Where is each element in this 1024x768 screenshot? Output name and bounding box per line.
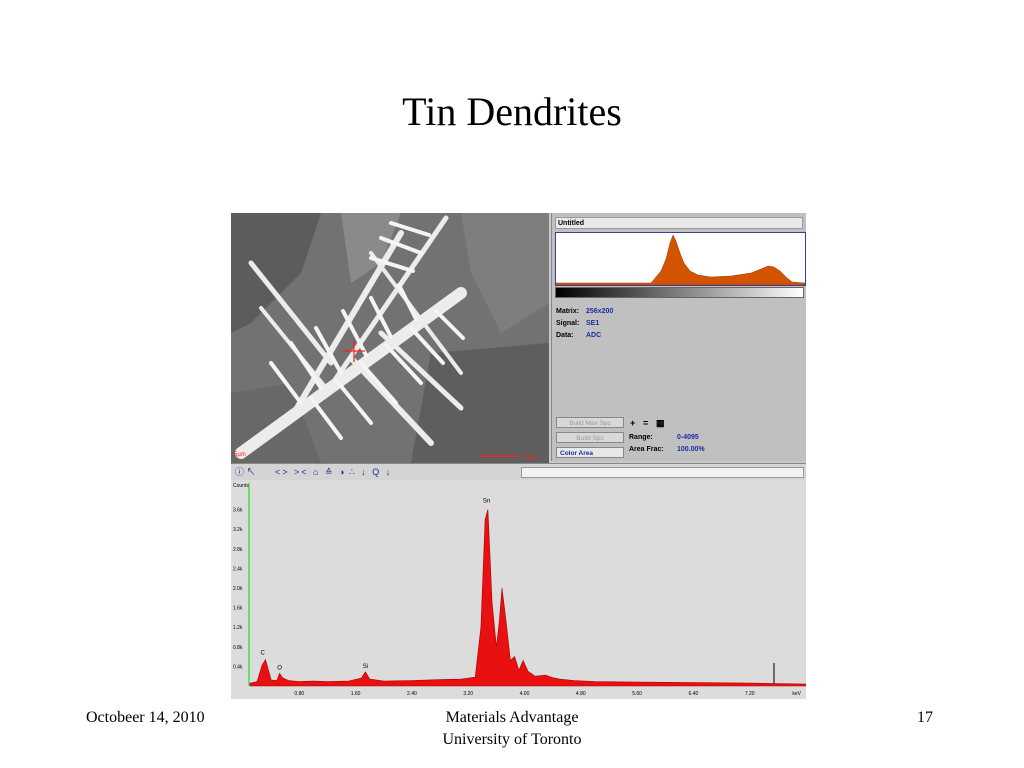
data-value: ADC: [586, 332, 602, 339]
range-row: Range: 0-4095: [629, 434, 699, 441]
y-tick-label: 1.2k: [233, 625, 243, 631]
y-tick-label: 2.0k: [233, 586, 243, 592]
y-tick-label: 3.6k: [233, 508, 243, 514]
toolbar-zoom-icons[interactable]: <> >< ⌂ ≙ ◑: [275, 467, 347, 477]
footer-org-line2: University of Toronto: [442, 731, 582, 748]
x-unit-label: keV: [792, 691, 801, 697]
y-axis-title: Counts: [233, 483, 249, 489]
area-frac-value: 100.00%: [677, 446, 705, 453]
build-spc-button[interactable]: Build Spc: [556, 432, 624, 443]
equals-icon[interactable]: =: [643, 418, 649, 428]
y-tick-label: 0.4k: [233, 664, 243, 670]
y-tick-label: 0.8k: [233, 645, 243, 651]
toolbar-left-icons[interactable]: ⓘ ↖: [235, 467, 256, 477]
signal-value: SE1: [586, 320, 600, 327]
matrix-value: 256x200: [586, 308, 614, 315]
slide-number: 17: [917, 709, 933, 726]
footer-date: Octobeer 14, 2010: [86, 709, 205, 726]
intensity-histogram: [555, 232, 806, 286]
image-info-panel: Untitled Matrix: 256x200 Signal: SE1 Dat…: [551, 213, 806, 461]
sem-micrograph: 5µm 10µm: [231, 213, 549, 463]
x-tick-label: 7.20: [745, 691, 755, 697]
eds-spectrum-panel: Counts 3.6k 3.2k 2.8k 2.4k 2.0k 1.6k 1.2k 0.8k 0…: [231, 480, 806, 699]
x-tick-label: 4.80: [576, 691, 586, 697]
plus-icon[interactable]: +: [630, 418, 636, 428]
grayscale-bar: [555, 287, 804, 298]
eds-spectrum-chart: Counts 3.6k 3.2k 2.8k 2.4k 2.0k 1.6k 1.2k 0.8k 0…: [233, 483, 806, 697]
grid-icon[interactable]: ▦: [656, 418, 665, 428]
matrix-row: Matrix: 256x200: [556, 308, 613, 315]
x-tick-label: 1.60: [351, 691, 361, 697]
toolbar-status-field: [521, 467, 804, 478]
slide-title: Tin Dendrites: [402, 89, 622, 134]
x-tick-label: 2.40: [407, 691, 417, 697]
y-tick-label: 2.4k: [233, 566, 243, 572]
footer-org-line1: Materials Advantage: [445, 709, 579, 726]
spectrum-toolbar: ⓘ ↖ <> >< ⌂ ≙ ◑ ∴ ↓ Q ↓: [231, 463, 806, 481]
area-frac-label: Area Frac:: [629, 446, 664, 453]
peak-label-si: Si: [363, 664, 368, 670]
sem-scale-bar-label: 10µm: [523, 455, 538, 461]
data-label: Data:: [556, 332, 574, 339]
matrix-label: Matrix:: [556, 308, 579, 315]
x-tick-label: 0.80: [294, 691, 304, 697]
area-frac-row: Area Frac: 100.00%: [629, 446, 705, 453]
y-tick-label: 1.6k: [233, 606, 243, 612]
window-title: Untitled: [555, 217, 803, 229]
sem-image: 5µm 10µm: [231, 213, 549, 463]
histogram-plot: [555, 234, 806, 286]
peak-label-c: C: [261, 651, 266, 657]
peak-label-sn: Sn: [483, 499, 490, 505]
range-label: Range:: [629, 434, 653, 441]
spectrum-area: [249, 509, 806, 687]
peak-label-o: O: [277, 665, 282, 671]
range-value: 0-4095: [677, 434, 699, 441]
x-tick-label: 5.60: [632, 691, 642, 697]
y-tick-label: 3.2k: [233, 527, 243, 533]
eds-software-screenshot: 5µm 10µm Untitled Matrix: 256x200 Signal…: [231, 213, 806, 699]
color-area-button[interactable]: Color Area: [556, 447, 624, 458]
footer-org: Materials Advantage University of Toront…: [412, 707, 612, 751]
toolbar-right-icons[interactable]: ∴ ↓ Q ↓: [349, 467, 393, 477]
x-tick-label: 3.20: [463, 691, 473, 697]
build-max-spc-button[interactable]: Build Max Spc: [556, 417, 624, 428]
x-tick-label: 4.00: [520, 691, 530, 697]
x-tick-label: 6.40: [689, 691, 699, 697]
y-tick-label: 2.8k: [233, 547, 243, 553]
signal-label: Signal:: [556, 320, 580, 327]
data-row: Data: ADC: [556, 332, 601, 339]
signal-row: Signal: SE1: [556, 320, 599, 327]
sem-corner-label: 5µm: [234, 452, 246, 458]
